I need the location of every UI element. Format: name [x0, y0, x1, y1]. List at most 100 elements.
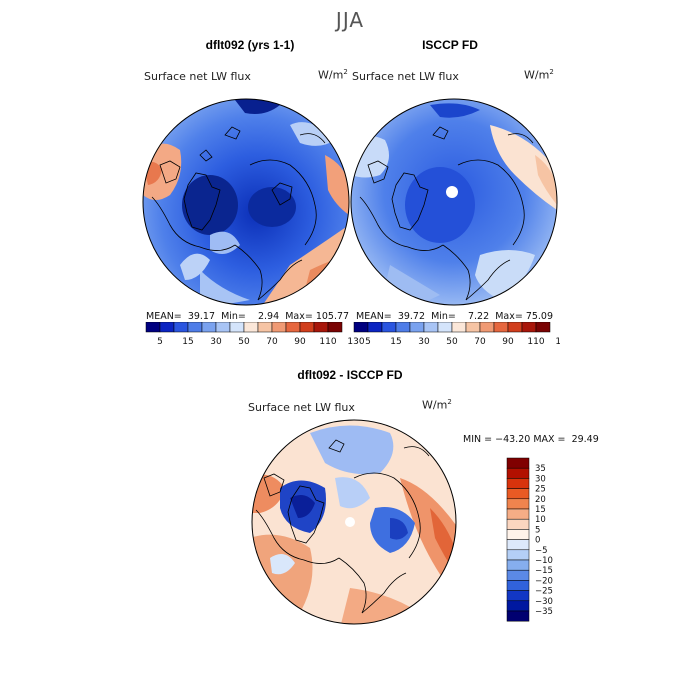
model-colorbar-tick-label: 15	[182, 337, 193, 347]
top-maps	[142, 98, 558, 306]
model-colorbar-swatch	[145, 322, 161, 333]
obs-stats: MEAN= 39.72 Min= 7.22 Max= 75.09	[356, 311, 554, 322]
model-colorbar-swatch	[257, 322, 273, 333]
obs-colorbar-swatch	[479, 322, 495, 333]
season-title: JJA	[335, 8, 365, 32]
obs-colorbar-swatch	[409, 322, 425, 333]
obs-colorbar-swatch	[353, 322, 369, 333]
model-units: W/m2	[318, 68, 348, 82]
diff-colorbar-tick-label: 30	[535, 474, 546, 484]
diff-coastlines	[255, 439, 430, 614]
obs-colorbar-tick-label: 110	[527, 337, 544, 347]
diff-colorbar-tick-label: −20	[535, 576, 553, 586]
model-colorbar-swatch	[299, 322, 315, 333]
diff-colorbar-swatch	[506, 610, 530, 622]
diff-colorbar-swatch	[506, 590, 530, 602]
diff-colorbar-tick-label: 5	[535, 525, 540, 535]
obs-colorbar-tick-label: 50	[446, 337, 458, 347]
obs-units: W/m2	[524, 68, 554, 82]
model-colorbar-swatch	[187, 322, 203, 333]
obs-coastlines	[359, 126, 534, 301]
diff-colorbar-tick-label: −10	[535, 556, 553, 566]
diff-colorbar-swatch	[506, 529, 530, 540]
model-colorbar-swatch	[285, 322, 301, 333]
obs-variable-label: Surface net LW flux	[352, 70, 459, 83]
obs-panel-title: ISCCP FD	[422, 38, 478, 52]
diff-colorbar-swatch	[506, 600, 530, 612]
model-colorbar-swatch	[243, 322, 259, 333]
obs-colorbar-tick-label: 15	[390, 337, 401, 347]
obs-colorbar-swatch	[423, 322, 439, 333]
diff-colorbar-tick-label: 35	[535, 464, 546, 474]
diff-colorbar-swatch	[506, 569, 530, 581]
obs-colorbar-tick-label: 30	[418, 337, 430, 347]
model-colorbar-swatch	[201, 322, 217, 333]
model-colorbar-swatch	[229, 322, 245, 333]
diff-colorbar-swatch	[506, 549, 530, 561]
obs-colorbar-swatch	[451, 322, 467, 333]
diff-colorbar-swatch	[506, 478, 530, 489]
obs-colorbar-swatch	[507, 322, 523, 333]
model-coastlines	[151, 126, 326, 301]
obs-colorbar-swatch	[465, 322, 481, 333]
model-colorbar-tick-label: 110	[319, 337, 336, 347]
diff-colorbar-swatch	[506, 508, 530, 520]
obs-colorbar-swatch	[367, 322, 383, 333]
diff-colorbar-swatch	[506, 580, 530, 591]
model-colorbar-swatch	[327, 322, 343, 333]
diff-colorbar-tick-label: 10	[535, 515, 546, 525]
top-colorbars: 5 15 30 50 70 90 110 130 5 15 30 50 70 90 110 130	[145, 322, 560, 347]
model-colorbar-swatch	[159, 322, 175, 333]
obs-colorbar-swatch	[381, 322, 397, 333]
diff-colorbar-swatch	[506, 518, 530, 530]
diff-units: W/m2	[422, 398, 452, 412]
obs-colorbar-tick-label: 130	[555, 337, 560, 347]
diff-colorbar-swatch	[506, 488, 530, 500]
diff-colorbar-tick-label: 0	[535, 536, 540, 546]
diff-map	[252, 420, 456, 624]
diff-colorbar-swatch	[506, 467, 530, 479]
diff-map-svg	[251, 419, 457, 625]
obs-colorbar-tick-label: 90	[502, 337, 514, 347]
diff-colorbar-tick-label: −30	[535, 597, 553, 607]
diff-colorbar-swatch	[506, 498, 530, 510]
model-colorbar-tick-label: 30	[210, 337, 222, 347]
model-stats: MEAN= 39.17 Min= 2.94 Max= 105.77	[146, 311, 350, 322]
obs-colorbar-tick-label: 5	[365, 337, 371, 347]
obs-colorbar: 5 15 30 50 70 90 110 130	[353, 322, 560, 347]
obs-colorbar-swatch	[521, 322, 537, 333]
model-variable-label: Surface net LW flux	[144, 70, 251, 83]
diff-colorbar-tick-label: −5	[535, 546, 548, 556]
model-colorbar-tick-label: 130	[347, 337, 364, 347]
obs-colorbar-tick-label: 70	[474, 337, 486, 347]
diff-colorbar-swatch	[506, 539, 530, 551]
model-colorbar-tick-label: 50	[238, 337, 250, 347]
model-colorbar-swatch	[313, 322, 329, 333]
diff-colorbar-swatch	[506, 559, 530, 571]
model-colorbar: 5 15 30 50 70 90 110 130	[145, 322, 365, 347]
model-colorbar-tick-label: 5	[157, 337, 163, 347]
obs-colorbar-swatch	[395, 322, 411, 333]
diff-colorbar-tick-label: 15	[535, 505, 546, 515]
diff-colorbar-tick-label: −35	[535, 607, 553, 617]
model-panel-title: dflt092 (yrs 1-1)	[205, 38, 295, 52]
model-colorbar-swatch	[271, 322, 287, 333]
model-colorbar-tick-label: 90	[294, 337, 306, 347]
diff-colorbar-tick-label: 25	[535, 485, 546, 495]
obs-colorbar-swatch	[535, 322, 551, 333]
model-map	[143, 99, 349, 305]
diff-colorbar-tick-label: −15	[535, 566, 553, 576]
diff-colorbar-tick-label: −25	[535, 587, 553, 597]
model-colorbar-tick-label: 70	[266, 337, 278, 347]
diff-panel-title: dflt092 - ISCCP FD	[297, 368, 403, 382]
model-colorbar-swatch	[215, 322, 231, 333]
diff-stats: MIN = −43.20 MAX = 29.49	[463, 434, 599, 445]
model-colorbar-swatch	[173, 322, 189, 333]
diff-colorbar-swatch	[506, 457, 530, 469]
obs-colorbar-swatch	[493, 322, 509, 333]
obs-colorbar-swatch	[437, 322, 453, 333]
diff-variable-label: Surface net LW flux	[248, 401, 355, 414]
obs-map	[351, 99, 557, 305]
